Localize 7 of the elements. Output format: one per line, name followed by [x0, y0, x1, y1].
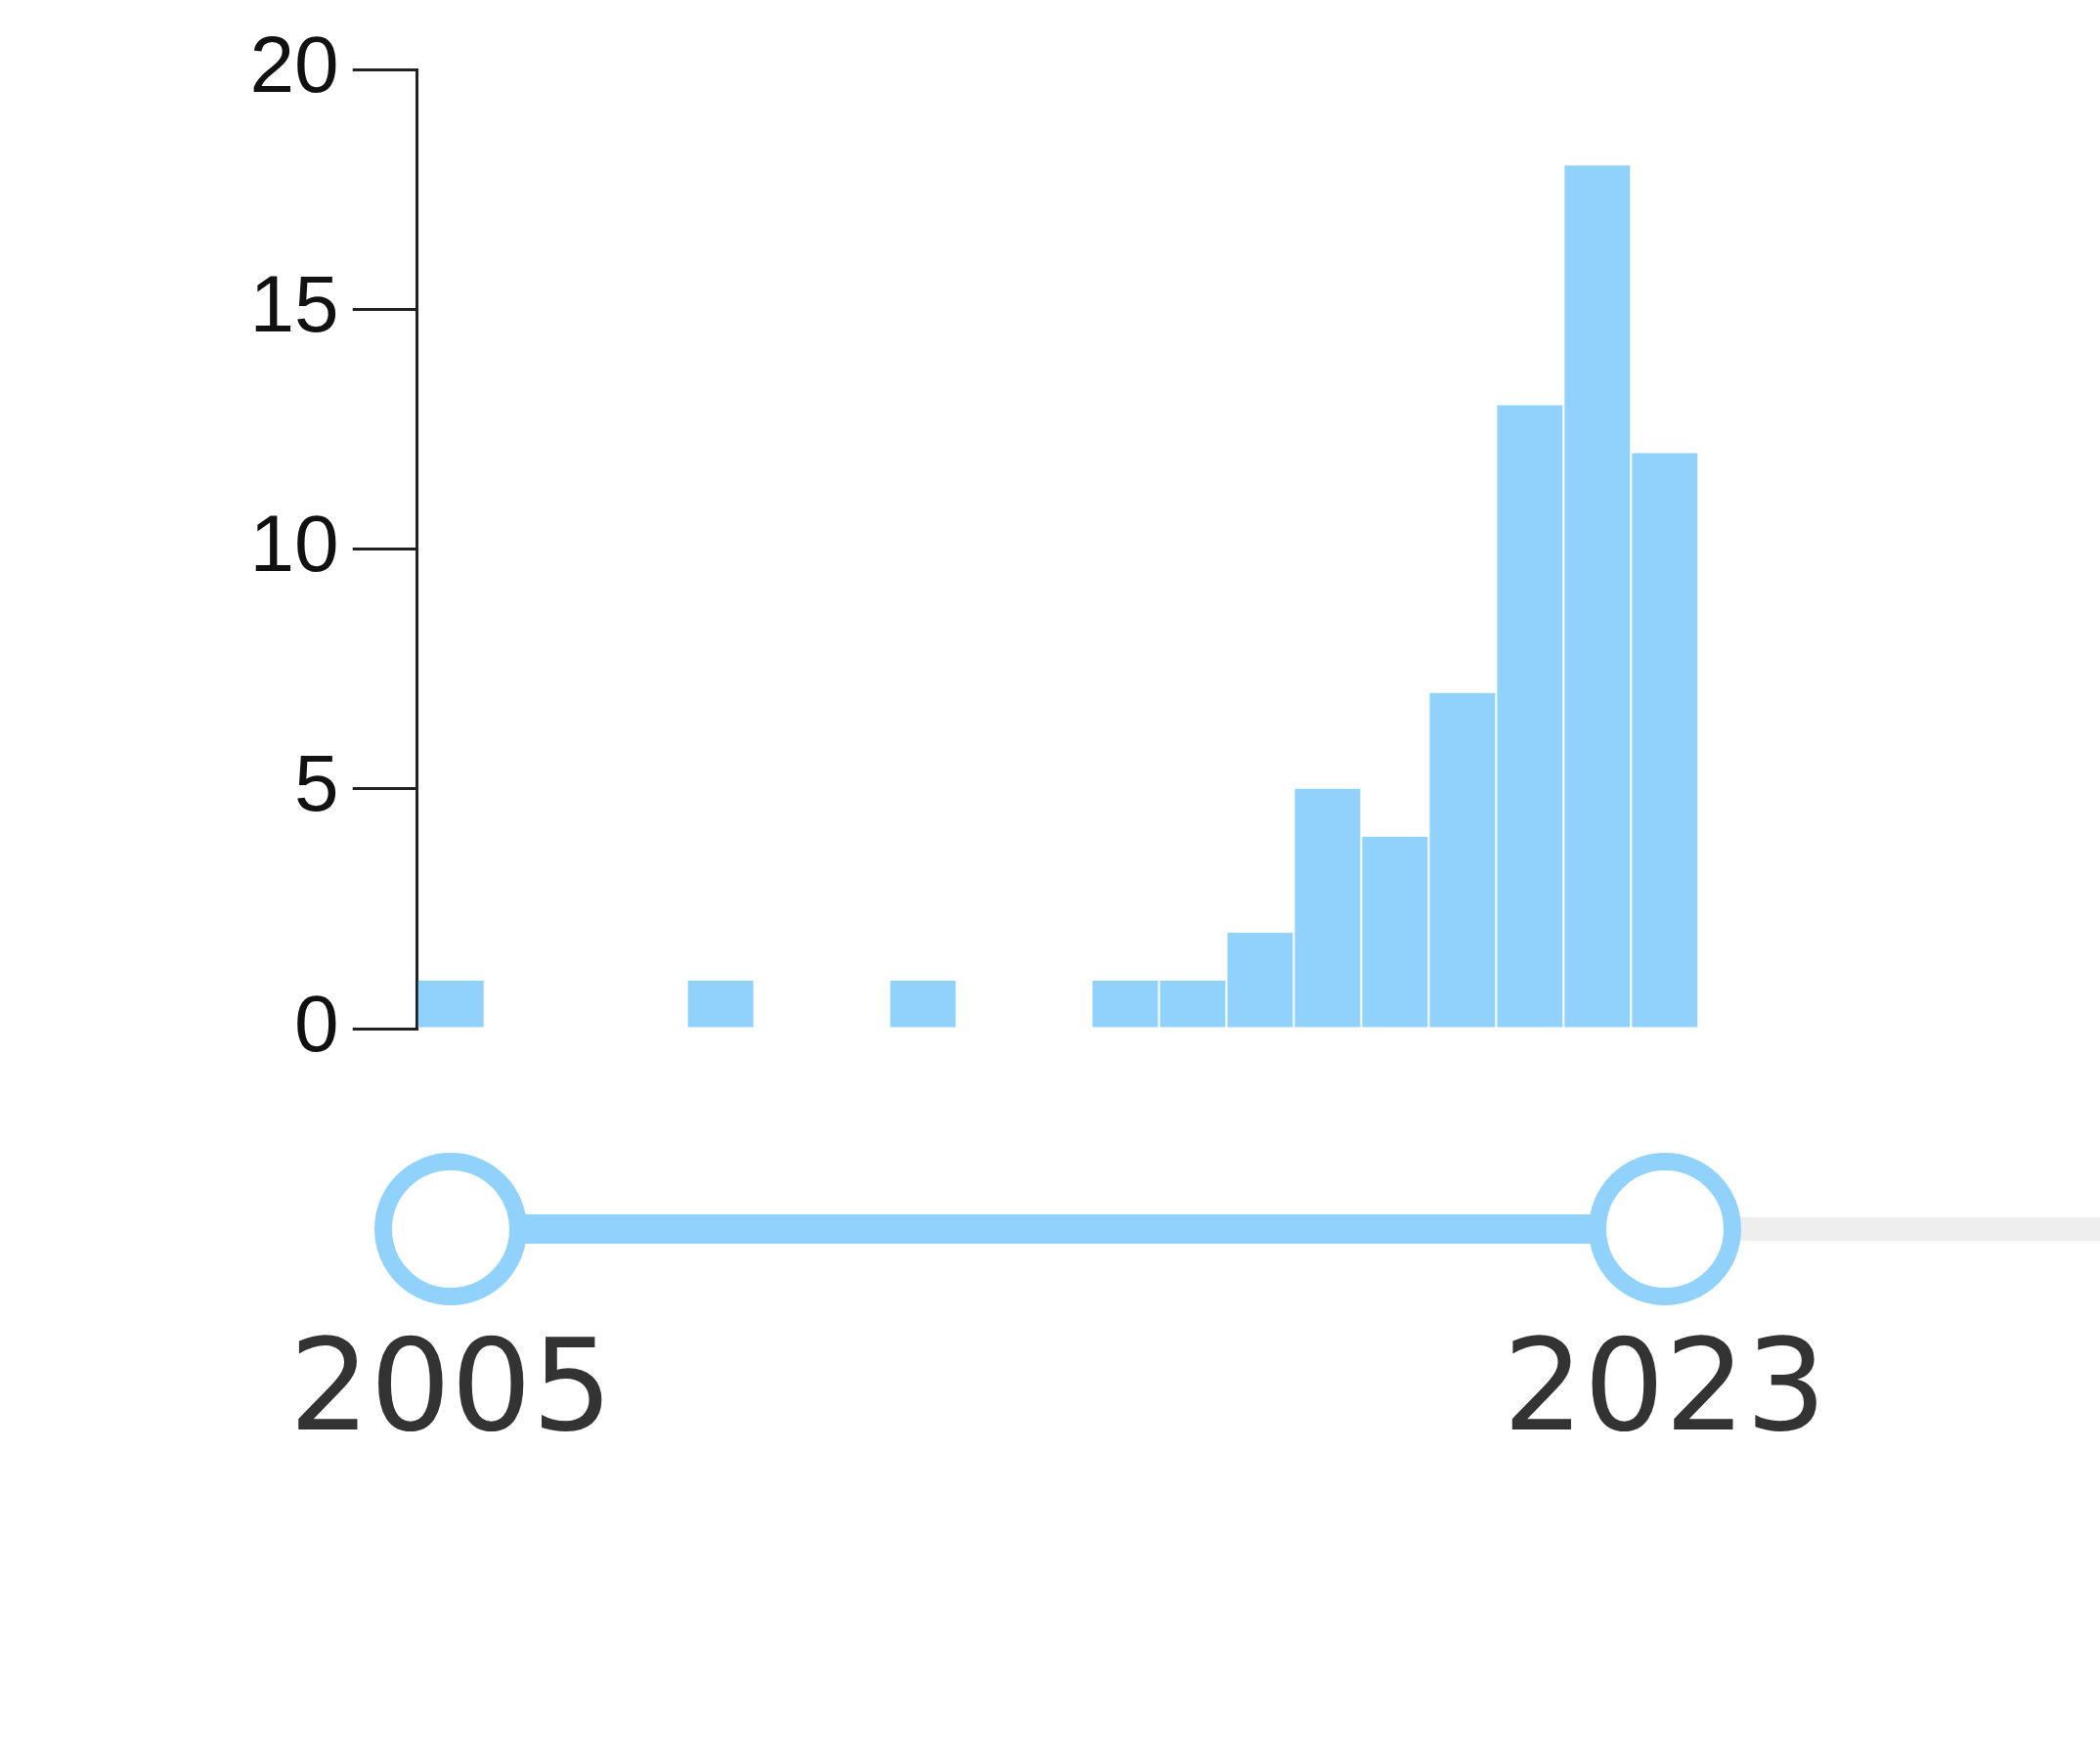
- x-tick-label: 2005: [288, 1310, 613, 1460]
- x-tick-label: 2023: [1503, 1310, 1827, 1460]
- y-tick-label: 10: [249, 499, 339, 589]
- y-tick-label: 5: [294, 738, 339, 828]
- y-tick-label: 20: [249, 19, 339, 109]
- y-tick-label: 0: [294, 978, 339, 1068]
- y-tick-label: 15: [249, 259, 339, 349]
